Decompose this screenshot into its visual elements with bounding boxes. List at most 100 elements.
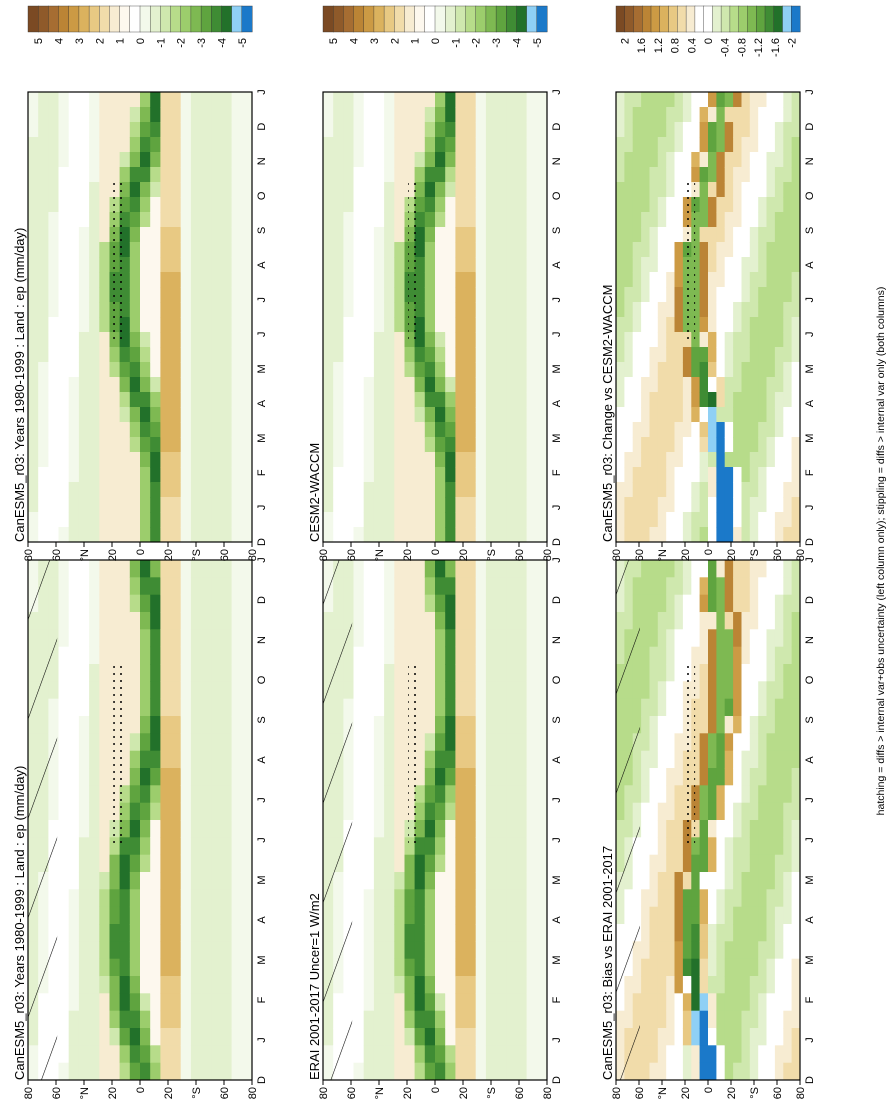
heatmap-cell — [119, 958, 131, 977]
heatmap-cell — [616, 362, 625, 378]
heatmap-cell — [666, 646, 676, 665]
heatmap-cell — [221, 452, 233, 468]
heatmap-cell — [691, 681, 701, 700]
heatmap-cell — [160, 733, 172, 752]
heatmap-cell — [708, 347, 717, 363]
heatmap-cell — [526, 681, 538, 700]
heatmap-cell — [211, 612, 222, 630]
heatmap-cell — [682, 560, 692, 578]
heatmap-cell — [404, 941, 416, 960]
heatmap-cell — [632, 482, 642, 498]
heatmap-cell — [536, 924, 548, 942]
heatmap-cell — [190, 906, 202, 925]
heatmap-cell — [741, 182, 751, 198]
heatmap-cell — [48, 242, 60, 258]
heatmap-cell — [783, 227, 793, 243]
stippling — [685, 664, 696, 846]
colorbar-swatch — [764, 5, 775, 33]
heatmap-cell — [674, 716, 684, 734]
heatmap-cell — [231, 527, 243, 543]
heatmap-cell — [373, 497, 385, 513]
heatmap-cell — [129, 227, 141, 243]
heatmap-cell — [180, 924, 192, 942]
heatmap-cell — [201, 242, 212, 258]
heatmap-cell — [343, 452, 355, 468]
heatmap-cell — [526, 560, 538, 578]
heatmap-cell — [657, 698, 667, 717]
heatmap-cell — [160, 924, 172, 942]
heatmap-cell — [363, 242, 375, 258]
heatmap-cell — [241, 1045, 253, 1064]
heatmap-cell — [241, 392, 253, 408]
heatmap-cell — [536, 1062, 548, 1081]
heatmap-cell — [506, 347, 517, 363]
heatmap-cell — [536, 302, 548, 318]
heatmap-cell — [384, 646, 395, 665]
heatmap-cell — [394, 512, 405, 528]
heatmap-cell — [666, 716, 676, 734]
heatmap-cell — [455, 422, 467, 438]
heatmap-cell — [323, 137, 334, 153]
heatmap-cell — [68, 347, 80, 363]
heatmap-cell — [649, 92, 659, 108]
heatmap-cell — [363, 993, 375, 1012]
heatmap-cell — [516, 212, 528, 228]
heatmap-cell — [691, 452, 701, 468]
heatmap-cell — [241, 212, 253, 228]
heatmap-cell — [758, 837, 768, 856]
heatmap-cell — [475, 482, 487, 498]
heatmap-cell — [691, 958, 701, 977]
heatmap-cell — [211, 664, 222, 682]
heatmap-cell — [455, 452, 467, 468]
heatmap-cell — [708, 1028, 717, 1046]
heatmap-cell — [475, 137, 487, 153]
heatmap-cell — [353, 1045, 365, 1064]
heatmap-cell — [38, 332, 49, 348]
heatmap-cell — [536, 407, 548, 423]
heatmap-cell — [758, 482, 768, 498]
heatmap-cell — [435, 820, 446, 838]
heatmap-cell — [733, 422, 742, 438]
heatmap-cell — [674, 452, 684, 468]
heatmap-cell — [221, 167, 233, 183]
heatmap-cell — [475, 750, 487, 769]
heatmap-cell — [221, 924, 233, 942]
heatmap-cell — [691, 332, 701, 348]
x-tick-label: M — [551, 955, 563, 964]
heatmap-cell — [666, 993, 676, 1012]
y-tick-label: 80 — [318, 1087, 330, 1099]
heatmap-cell — [526, 976, 538, 994]
heatmap-cell — [68, 122, 80, 138]
heatmap-cell — [691, 941, 701, 960]
x-tick-label: F — [804, 996, 816, 1003]
heatmap-cell — [733, 272, 742, 288]
heatmap-cell — [373, 452, 385, 468]
heatmap-cell — [150, 1028, 161, 1046]
heatmap-cell — [691, 1062, 701, 1081]
heatmap-cell — [733, 212, 742, 228]
heatmap-cell — [180, 681, 192, 700]
heatmap-cell — [140, 227, 151, 243]
heatmap-cell — [78, 577, 90, 596]
heatmap-cell — [211, 407, 222, 423]
chart-panel-0: 80 60 °N 20 0 20 °S 60 80DJFMAMJJASONDJCanESM5_r… — [12, 557, 268, 1099]
heatmap-cell — [404, 594, 416, 613]
heatmap-cell — [28, 512, 39, 528]
heatmap-cell — [758, 768, 768, 786]
heatmap-cell — [170, 629, 182, 648]
heatmap-cell — [758, 889, 768, 908]
heatmap-cell — [28, 422, 39, 438]
heatmap-cell — [231, 681, 243, 700]
heatmap-cell — [99, 92, 110, 108]
heatmap-cell — [616, 212, 625, 228]
heatmap-cell — [170, 768, 182, 786]
heatmap-cell — [68, 802, 80, 821]
heatmap-cell — [68, 820, 80, 838]
heatmap-cell — [231, 1010, 243, 1029]
heatmap-cell — [445, 512, 456, 528]
heatmap-cell — [231, 854, 243, 873]
heatmap-cell — [691, 1010, 701, 1029]
heatmap-cell — [221, 837, 233, 856]
heatmap-cell — [733, 347, 742, 363]
heatmap-cell — [516, 482, 528, 498]
